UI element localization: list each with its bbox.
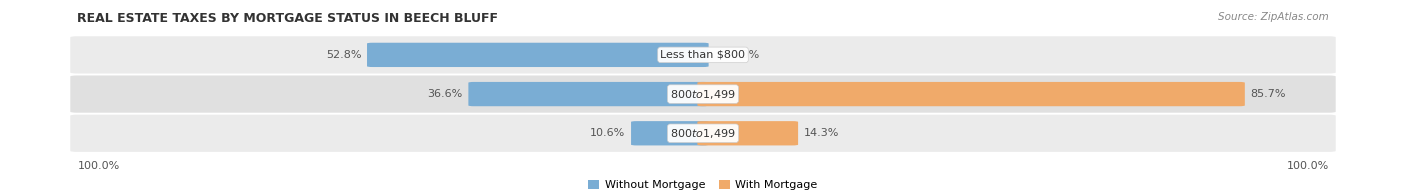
FancyBboxPatch shape bbox=[631, 121, 709, 145]
Text: 52.8%: 52.8% bbox=[326, 50, 361, 60]
Text: Source: ZipAtlas.com: Source: ZipAtlas.com bbox=[1218, 12, 1329, 22]
FancyBboxPatch shape bbox=[70, 36, 1336, 74]
Text: 0.0%: 0.0% bbox=[731, 50, 759, 60]
Text: 10.6%: 10.6% bbox=[591, 128, 626, 138]
FancyBboxPatch shape bbox=[367, 43, 709, 67]
FancyBboxPatch shape bbox=[697, 121, 799, 145]
FancyBboxPatch shape bbox=[468, 82, 709, 106]
Text: Less than $800: Less than $800 bbox=[661, 50, 745, 60]
Text: 100.0%: 100.0% bbox=[1286, 161, 1329, 171]
FancyBboxPatch shape bbox=[70, 75, 1336, 113]
Text: $800 to $1,499: $800 to $1,499 bbox=[671, 88, 735, 101]
Text: 85.7%: 85.7% bbox=[1250, 89, 1286, 99]
Text: 36.6%: 36.6% bbox=[427, 89, 463, 99]
Legend: Without Mortgage, With Mortgage: Without Mortgage, With Mortgage bbox=[588, 180, 818, 191]
Text: 100.0%: 100.0% bbox=[77, 161, 120, 171]
FancyBboxPatch shape bbox=[697, 82, 1244, 106]
Text: $800 to $1,499: $800 to $1,499 bbox=[671, 127, 735, 140]
Text: REAL ESTATE TAXES BY MORTGAGE STATUS IN BEECH BLUFF: REAL ESTATE TAXES BY MORTGAGE STATUS IN … bbox=[77, 12, 498, 25]
FancyBboxPatch shape bbox=[70, 115, 1336, 152]
Text: 14.3%: 14.3% bbox=[804, 128, 839, 138]
